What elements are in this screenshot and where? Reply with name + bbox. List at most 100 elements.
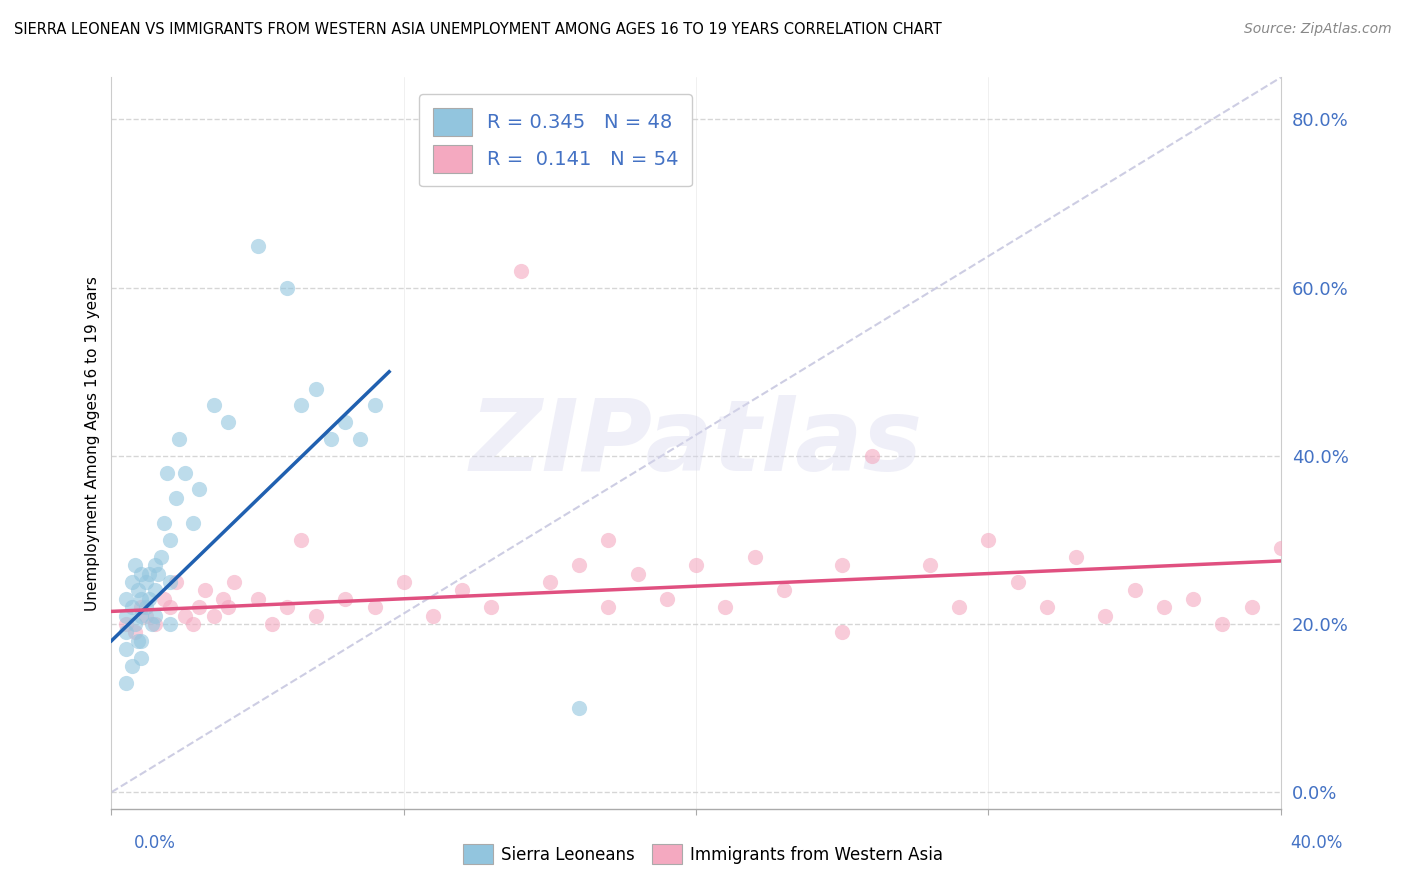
Point [115, 625, 138, 640]
Point [153, 591, 176, 606]
Legend: R = 0.345   N = 48, R =  0.141   N = 54: R = 0.345 N = 48, R = 0.141 N = 54 [419, 95, 692, 186]
Point [977, 533, 1000, 547]
Point [129, 633, 152, 648]
Text: SIERRA LEONEAN VS IMMIGRANTS FROM WESTERN ASIA UNEMPLOYMENT AMONG AGES 16 TO 19 : SIERRA LEONEAN VS IMMIGRANTS FROM WESTER… [14, 22, 942, 37]
Point [918, 558, 941, 573]
Point [305, 382, 328, 396]
Point [598, 600, 620, 615]
Text: ZIPatlas: ZIPatlas [470, 395, 922, 491]
Point [224, 574, 246, 589]
Point [135, 608, 157, 623]
Point [124, 617, 146, 632]
Point [202, 398, 225, 412]
Point [129, 600, 152, 615]
Point [860, 449, 883, 463]
Point [124, 558, 146, 573]
Point [305, 608, 328, 623]
Point [124, 625, 146, 640]
Point [744, 549, 766, 564]
Point [165, 574, 187, 589]
Point [335, 591, 357, 606]
Point [143, 583, 166, 598]
Legend: Sierra Leoneans, Immigrants from Western Asia: Sierra Leoneans, Immigrants from Western… [457, 838, 949, 871]
Point [138, 591, 160, 606]
Point [153, 516, 176, 530]
Point [115, 617, 138, 632]
Point [568, 701, 591, 715]
Point [159, 574, 181, 589]
Text: 0.0%: 0.0% [134, 834, 176, 852]
Point [392, 574, 415, 589]
Point [129, 650, 152, 665]
Point [1123, 583, 1146, 598]
Point [167, 432, 190, 446]
Point [1240, 600, 1263, 615]
Point [143, 608, 166, 623]
Point [173, 466, 195, 480]
Point [1007, 574, 1029, 589]
Point [211, 591, 233, 606]
Point [188, 483, 211, 497]
Point [246, 591, 269, 606]
Point [685, 558, 707, 573]
Point [159, 533, 181, 547]
Point [1211, 617, 1233, 632]
Point [363, 398, 385, 412]
Point [143, 558, 166, 573]
Point [481, 600, 503, 615]
Point [262, 617, 284, 632]
Point [319, 432, 342, 446]
Point [181, 617, 204, 632]
Point [1153, 600, 1175, 615]
Point [121, 600, 143, 615]
Point [1094, 608, 1116, 623]
Point [159, 617, 181, 632]
Y-axis label: Unemployment Among Ages 16 to 19 years: Unemployment Among Ages 16 to 19 years [86, 276, 100, 611]
Point [141, 617, 163, 632]
Point [165, 491, 187, 505]
Point [127, 633, 149, 648]
Point [831, 558, 853, 573]
Point [451, 583, 474, 598]
Point [115, 676, 138, 690]
Point [115, 642, 138, 657]
Point [156, 466, 179, 480]
Point [349, 432, 371, 446]
Point [135, 600, 157, 615]
Point [363, 600, 385, 615]
Point [150, 549, 173, 564]
Point [831, 625, 853, 640]
Point [276, 280, 298, 294]
Point [598, 533, 620, 547]
Point [1182, 591, 1205, 606]
Point [121, 659, 143, 673]
Point [188, 600, 211, 615]
Point [276, 600, 298, 615]
Point [538, 574, 561, 589]
Point [772, 583, 794, 598]
Point [655, 591, 678, 606]
Point [115, 608, 138, 623]
Point [627, 566, 650, 581]
Point [422, 608, 444, 623]
Point [129, 608, 152, 623]
Point [246, 238, 269, 252]
Point [121, 574, 143, 589]
Point [173, 608, 195, 623]
Point [202, 608, 225, 623]
Point [138, 566, 160, 581]
Point [1036, 600, 1059, 615]
Point [159, 600, 181, 615]
Point [217, 415, 239, 429]
Point [148, 566, 170, 581]
Point [568, 558, 591, 573]
Point [129, 591, 152, 606]
Text: 40.0%: 40.0% [1291, 834, 1343, 852]
Point [129, 566, 152, 581]
Point [135, 574, 157, 589]
Point [290, 398, 312, 412]
Text: Source: ZipAtlas.com: Source: ZipAtlas.com [1244, 22, 1392, 37]
Point [217, 600, 239, 615]
Point [115, 591, 138, 606]
Point [948, 600, 970, 615]
